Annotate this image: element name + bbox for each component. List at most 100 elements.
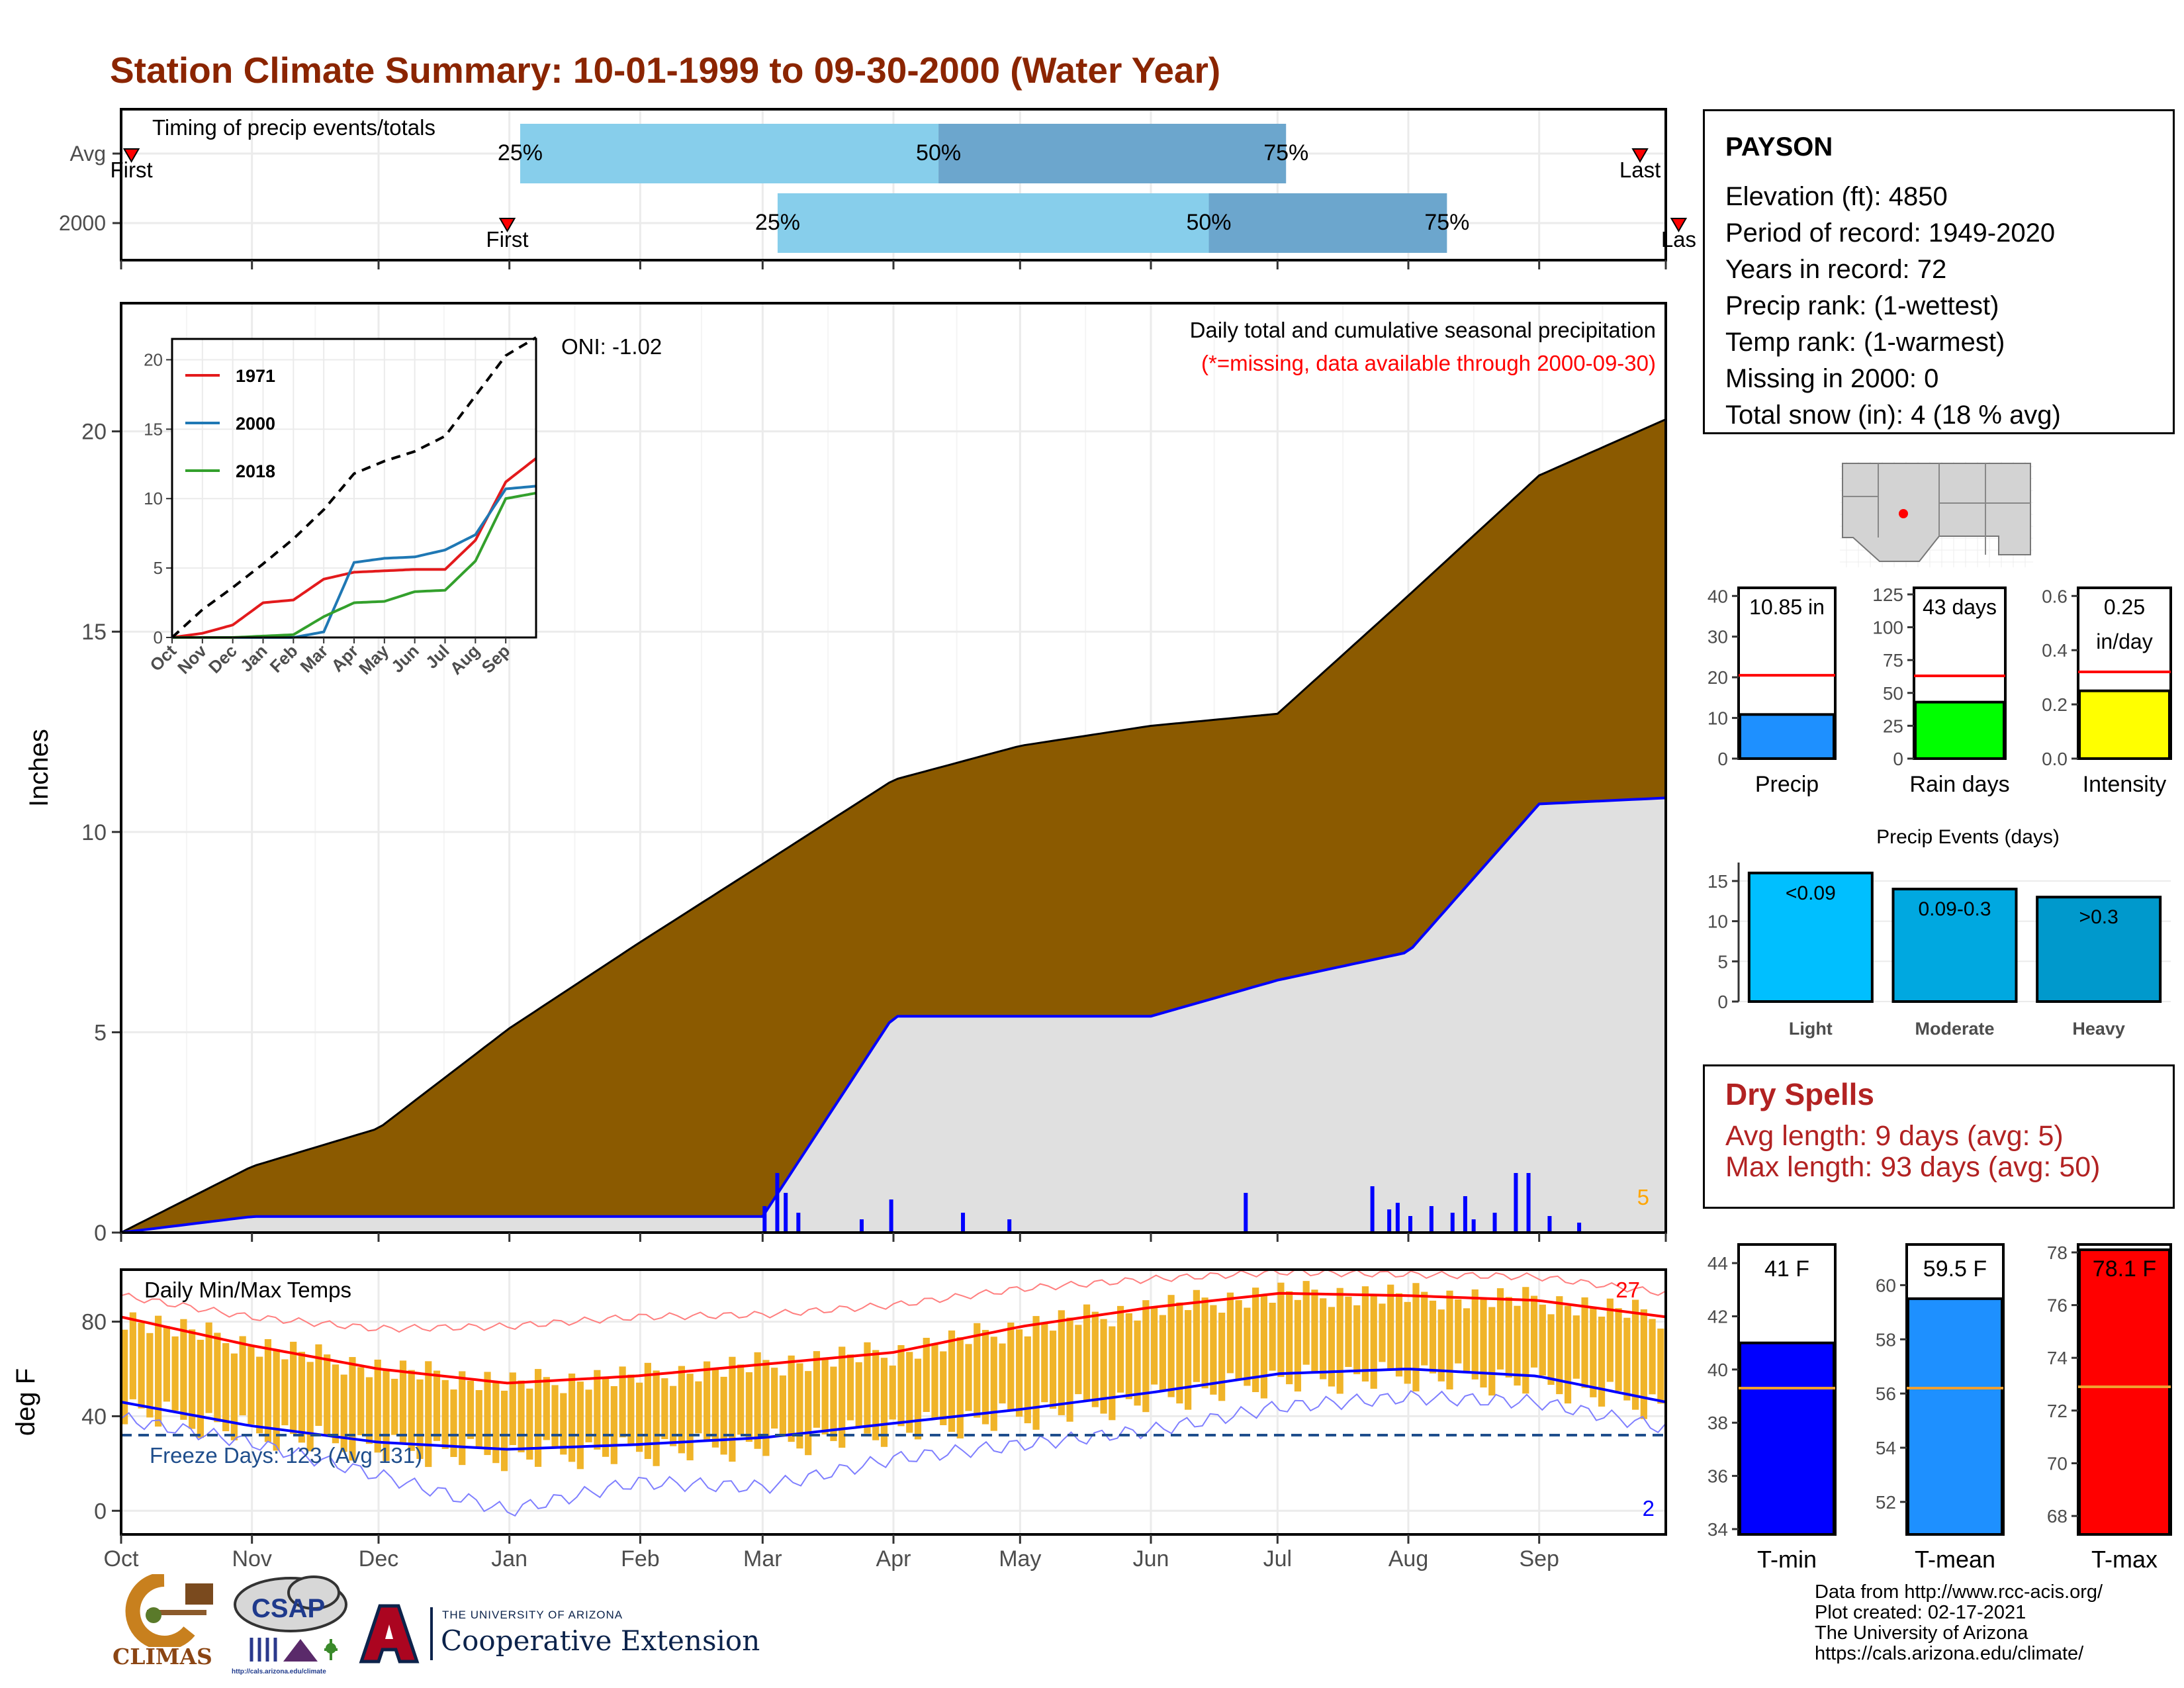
month-x-tick-label: Dec (359, 1546, 398, 1571)
daily-temp-bar (1480, 1298, 1487, 1388)
daily-temp-bar (1581, 1297, 1588, 1388)
temp-bar-category-label: T-mean (1915, 1546, 1995, 1573)
daily-temp-bar (1252, 1288, 1259, 1392)
daily-temp-bar (408, 1370, 415, 1451)
daily-temp-bar (1007, 1323, 1015, 1411)
daily-temp-bar (880, 1358, 888, 1447)
daily-temp-bar (1193, 1289, 1200, 1382)
climas-logo: CLIMAS (107, 1572, 221, 1680)
page-title: Station Climate Summary: 10-01-1999 to 0… (110, 50, 1221, 91)
temp-bar-y-tick-label: 56 (1876, 1383, 1896, 1404)
daily-temp-bar (1269, 1303, 1276, 1371)
daily-temp-bar (349, 1357, 356, 1461)
daily-precip-bar (859, 1219, 864, 1233)
daily-temp-bar (1455, 1299, 1462, 1364)
daily-precip-bar (1408, 1216, 1412, 1233)
daily-temp-bar (467, 1380, 475, 1439)
daily-temp-bar (923, 1337, 930, 1412)
precip-y-tick-label: 0 (94, 1221, 107, 1246)
mini-bar-y-tick-label: 0.4 (2042, 640, 2068, 661)
precip-y-tick-label: 15 (81, 620, 107, 645)
precip-events-y-tick-label: 0 (1717, 992, 1728, 1012)
daily-temp-bar (425, 1361, 432, 1468)
daily-precip-bar (1429, 1206, 1433, 1233)
daily-precip-bar (1547, 1216, 1552, 1233)
timing-last-marker (1631, 148, 1649, 163)
daily-temp-bar (610, 1385, 617, 1464)
temp-bar-fill (2078, 1248, 2171, 1536)
precip-events-y-tick-label: 10 (1707, 912, 1728, 932)
daily-temp-bar (222, 1343, 230, 1432)
month-x-tick-label: Oct (104, 1546, 139, 1571)
precip-events-bar (1747, 871, 1874, 1004)
daily-temp-bar (1083, 1304, 1091, 1401)
mini-bar-y-tick-label: 0.2 (2042, 694, 2068, 715)
daily-temp-bar (197, 1339, 204, 1438)
mini-bar-value-label: 0.25 (2104, 595, 2145, 619)
daily-temp-bar (1387, 1284, 1394, 1370)
daily-temp-bar (1159, 1315, 1166, 1391)
daily-temp-bar (931, 1344, 938, 1419)
daily-temp-bar (450, 1389, 457, 1458)
climas-logo-mark (125, 1572, 213, 1650)
daily-temp-bar (492, 1381, 500, 1464)
daily-temp-bar (779, 1375, 787, 1436)
timing-title: Timing of precip events/totals (152, 115, 435, 140)
daily-temp-bar (399, 1360, 407, 1443)
daily-temp-bar (475, 1389, 482, 1447)
daily-temp-bar (121, 1329, 128, 1425)
daily-temp-bar (653, 1370, 660, 1466)
daily-temp-bar (484, 1372, 491, 1456)
inset-legend-label: 2018 (236, 461, 275, 481)
timing-bar-q25-q50 (777, 193, 1209, 253)
arizona-a-icon (359, 1604, 420, 1664)
daily-temp-bar (1631, 1299, 1639, 1410)
dry-spells-avg: Avg length: 9 days (avg: 5) (1725, 1120, 2064, 1152)
daily-temp-bar (1294, 1299, 1302, 1392)
daily-temp-bar (256, 1356, 263, 1434)
mini-bar-category-label: Precip (1755, 772, 1819, 797)
daily-temp-bar (897, 1345, 905, 1427)
timing-first-marker (122, 148, 140, 163)
daily-precip-bar (796, 1213, 801, 1233)
daily-temp-bar (1277, 1282, 1285, 1378)
mini-bar-y-tick-label: 75 (1883, 650, 1903, 671)
daily-precip-bar (961, 1213, 966, 1233)
daily-temp-bar (1320, 1298, 1327, 1380)
daily-temp-bar (138, 1323, 145, 1409)
temp-bar-value-label: 59.5 F (1923, 1256, 1987, 1282)
daily-temp-bar (1522, 1287, 1529, 1394)
daily-temp-bar (1606, 1298, 1614, 1382)
precip-events-category-label: Moderate (1915, 1019, 1994, 1039)
daily-temp-bar (526, 1388, 533, 1460)
daily-temp-bar (661, 1378, 668, 1440)
logo-divider (430, 1607, 433, 1660)
station-years: Years in record: 72 (1725, 255, 1947, 284)
daily-temp-bar (729, 1356, 736, 1462)
daily-temp-bar (678, 1366, 685, 1454)
month-x-tick-label: Feb (621, 1546, 660, 1571)
station-period: Period of record: 1949-2020 (1725, 218, 2056, 248)
inset-y-tick-label: 0 (154, 628, 163, 647)
daily-temp-bar (365, 1377, 373, 1444)
daily-temp-bar (1336, 1288, 1343, 1394)
daily-temp-bar (1066, 1317, 1073, 1422)
timing-label-75: 75% (1424, 210, 1469, 235)
daily-temp-bar (619, 1366, 626, 1438)
precip-events-y-tick-label: 5 (1717, 951, 1728, 972)
mini-bar-y-tick-label: 0.0 (2042, 749, 2068, 769)
daily-temp-bar (602, 1378, 610, 1457)
precip-events-bar-label: 0.09-0.3 (1918, 898, 1991, 920)
timing-row-label: 2000 (59, 211, 106, 235)
daily-temp-bar (1640, 1309, 1647, 1419)
mini-bar-value-label: 43 days (1923, 595, 1997, 619)
mini-bar-fill (1914, 700, 2005, 760)
daily-temp-bar (1395, 1293, 1403, 1377)
mini-bar-y-tick-label: 25 (1883, 716, 1903, 736)
daily-temp-bar (500, 1390, 508, 1472)
daily-temp-bar (1100, 1319, 1107, 1414)
daily-temp-bar (1421, 1291, 1428, 1366)
daily-temp-bar (332, 1364, 340, 1444)
daily-temp-bar (1463, 1308, 1471, 1372)
